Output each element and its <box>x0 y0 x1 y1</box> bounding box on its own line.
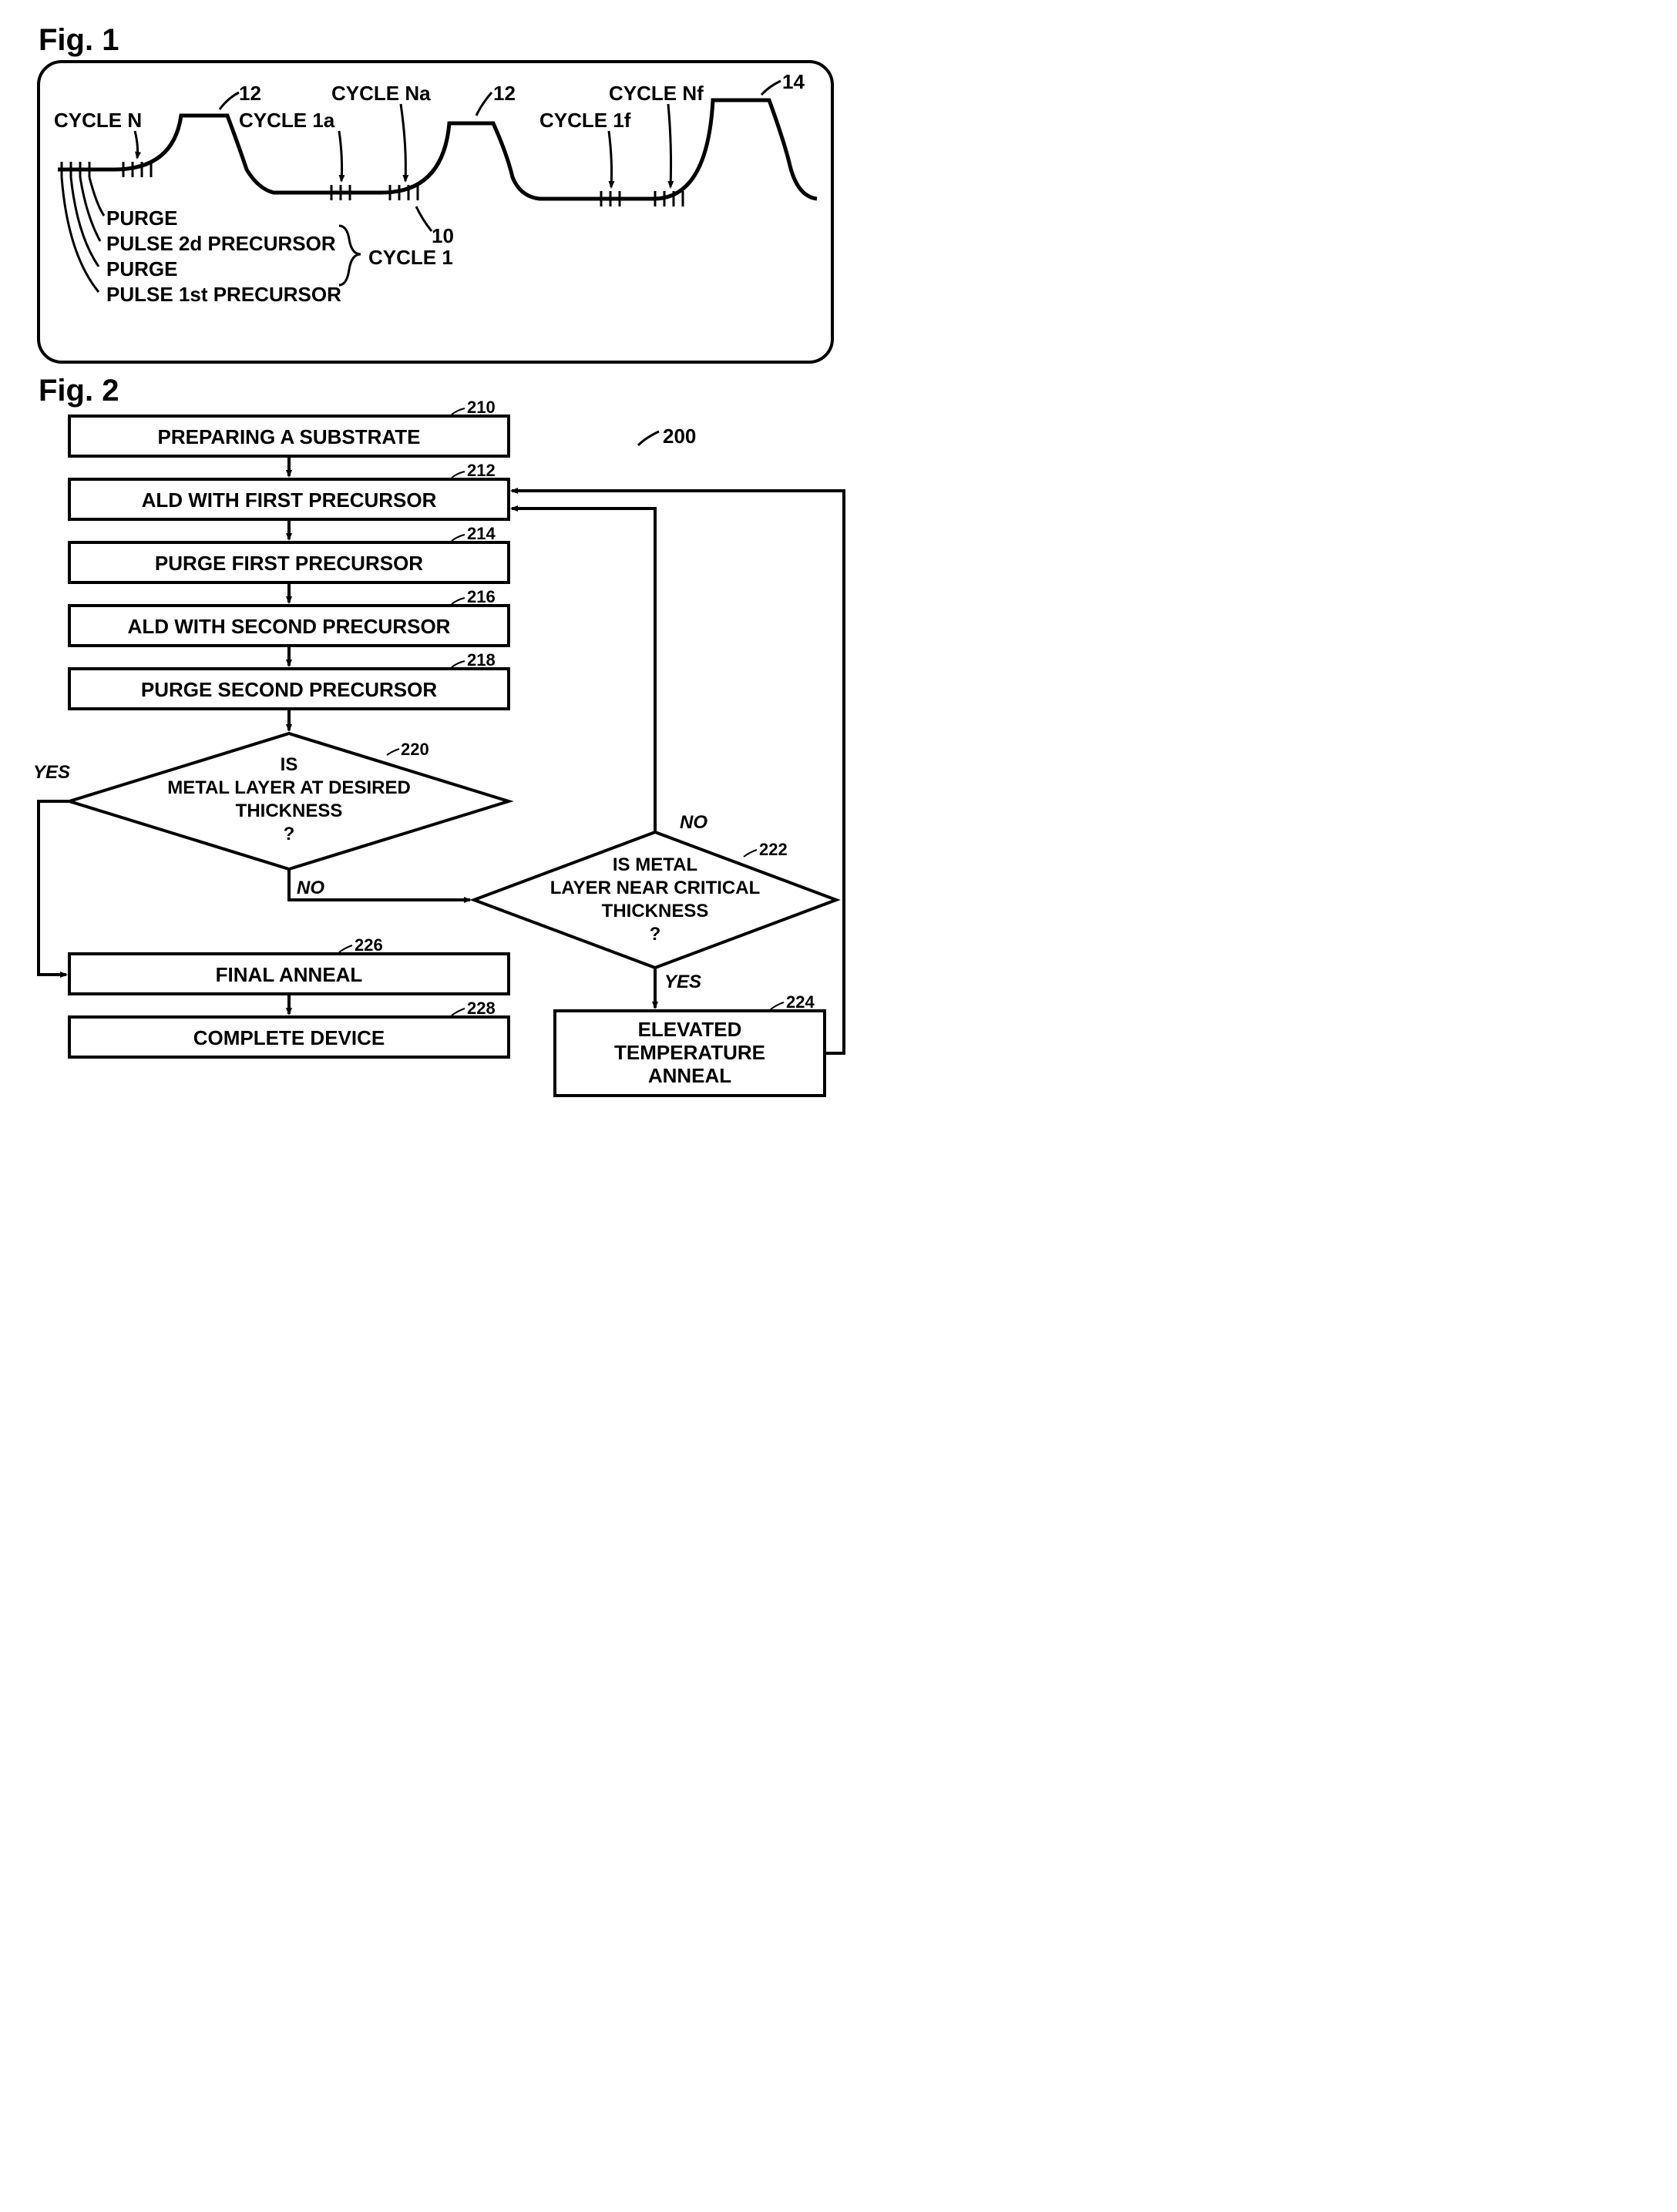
tick-ptr-3 <box>71 177 99 267</box>
d222-l2: LAYER NEAR CRITICAL <box>550 878 760 898</box>
b224-l3: ANNEAL <box>648 1064 731 1087</box>
d222-l4: ? <box>650 924 661 945</box>
label-cycle-1f: CYCLE 1f <box>539 109 631 132</box>
ref-212: 212 <box>467 461 496 480</box>
pointer-222 <box>744 850 757 857</box>
ref-10: 10 <box>432 224 454 247</box>
box-210-text: PREPARING A SUBSTRATE <box>158 425 421 448</box>
ref-200: 200 <box>663 425 696 448</box>
pointer-212 <box>452 472 465 478</box>
pointer-216 <box>452 598 465 604</box>
label-purge1: PURGE <box>106 206 177 230</box>
pointer-cycle-na <box>401 104 405 181</box>
pointer-14 <box>761 81 781 95</box>
label-pulse2: PULSE 2d PRECURSOR <box>106 232 336 255</box>
figure-2: Fig. 2 200 PREPARING A SUBSTRATE 210 ALD… <box>33 374 844 1096</box>
label-cycle-n: CYCLE N <box>54 109 142 132</box>
arrow-222-no <box>512 509 655 832</box>
waveform <box>58 100 817 199</box>
label-no2: NO <box>680 812 707 833</box>
label-cycle-nf: CYCLE Nf <box>609 82 704 105</box>
tick-ptr-2 <box>80 177 100 241</box>
pointer-220 <box>387 749 399 755</box>
figure-1: Fig. 1 <box>39 23 832 362</box>
d222-l1: IS METAL <box>613 854 697 875</box>
ref-214: 214 <box>467 524 496 543</box>
label-yes1: YES <box>33 762 70 783</box>
arrow-224-212 <box>512 491 844 1053</box>
ref-218: 218 <box>467 650 496 670</box>
ref-220: 220 <box>401 740 429 759</box>
box-226-text: FINAL ANNEAL <box>216 963 363 986</box>
ref-216: 216 <box>467 587 496 606</box>
d220-l3: THICKNESS <box>236 801 343 821</box>
pointer-214 <box>452 535 465 541</box>
ref-228: 228 <box>467 999 496 1018</box>
pointer-200 <box>638 431 659 445</box>
box-214-text: PURGE FIRST PRECURSOR <box>155 552 423 575</box>
label-yes2: YES <box>664 972 701 992</box>
pointer-12a <box>220 92 239 109</box>
b224-l2: TEMPERATURE <box>614 1041 765 1064</box>
b224-l1: ELEVATED <box>638 1018 742 1041</box>
ref-12b: 12 <box>493 82 516 105</box>
ref-222: 222 <box>759 840 788 859</box>
ref-224: 224 <box>786 992 815 1012</box>
pointer-cycle-n <box>135 131 138 158</box>
ref-14: 14 <box>782 70 805 93</box>
d220-l2: METAL LAYER AT DESIRED <box>167 777 411 798</box>
pointer-210 <box>452 408 465 415</box>
ref-226: 226 <box>355 935 383 955</box>
pointer-226 <box>339 945 352 952</box>
pointer-cycle-1a <box>339 131 342 181</box>
brace <box>339 226 361 285</box>
box-212-text: ALD WITH FIRST PRECURSOR <box>142 488 437 512</box>
box-228-text: COMPLETE DEVICE <box>193 1026 385 1049</box>
ref-12a: 12 <box>239 82 261 105</box>
pointer-12b <box>476 92 492 116</box>
box-216-text: ALD WITH SECOND PRECURSOR <box>128 615 451 638</box>
tick-ptr-4 <box>62 177 99 292</box>
ref-210: 210 <box>467 398 496 417</box>
label-cycle-1a: CYCLE 1a <box>239 109 335 132</box>
fig2-title: Fig. 2 <box>39 374 119 408</box>
label-cycle-na: CYCLE Na <box>331 82 431 105</box>
d220-l1: IS <box>281 754 298 775</box>
arrow-220-yes <box>39 801 69 975</box>
label-cycle-1: CYCLE 1 <box>368 246 453 269</box>
pointer-218 <box>452 661 465 667</box>
label-pulse1: PULSE 1st PRECURSOR <box>106 283 341 306</box>
pointer-10 <box>416 206 432 231</box>
d220-l4: ? <box>284 824 295 844</box>
pointer-224 <box>771 1002 784 1009</box>
tick-ptr-1 <box>89 177 104 216</box>
pointer-cycle-nf <box>668 104 671 187</box>
pointer-cycle-1f <box>609 131 612 187</box>
pointer-228 <box>452 1009 465 1015</box>
d222-l3: THICKNESS <box>602 901 709 921</box>
box-218-text: PURGE SECOND PRECURSOR <box>141 678 437 701</box>
label-no1: NO <box>297 878 324 898</box>
fig1-title: Fig. 1 <box>39 23 119 57</box>
label-purge2: PURGE <box>106 257 177 280</box>
